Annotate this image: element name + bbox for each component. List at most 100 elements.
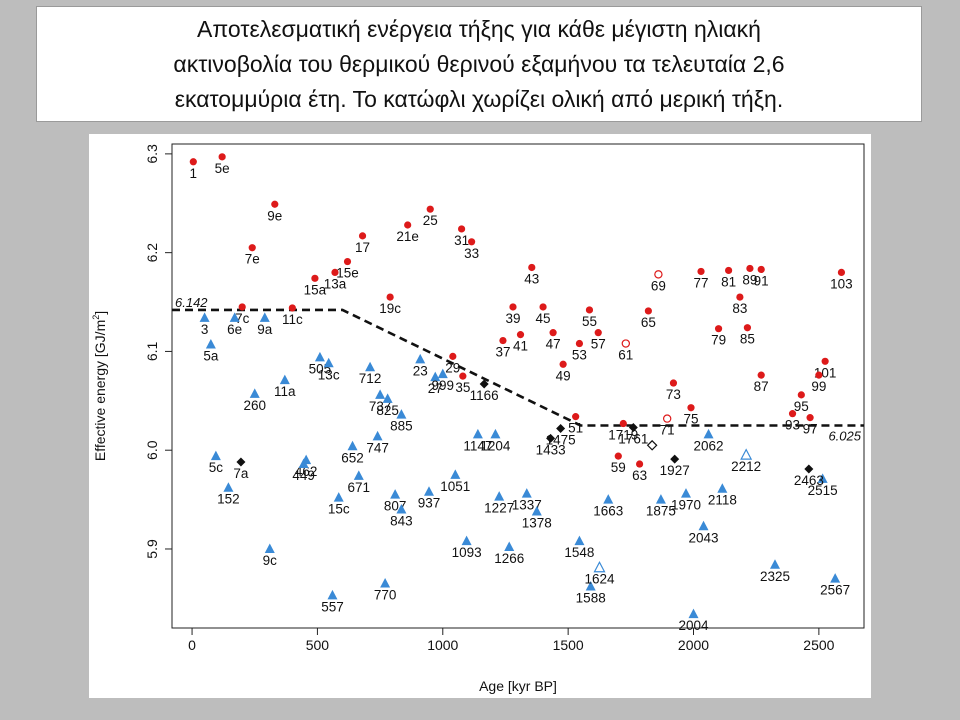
point-label: 37 <box>495 345 510 360</box>
marker-circle <box>806 414 814 422</box>
y-tick-label: 6.3 <box>144 144 160 164</box>
point-label: 97 <box>803 422 818 437</box>
point-label: 2043 <box>689 530 719 545</box>
point-label: 2325 <box>760 569 790 584</box>
y-axis-title-end: ] <box>92 311 108 315</box>
caption-line-1: Αποτελεσματική ενέργεια τήξης για κάθε μ… <box>197 16 761 42</box>
point-label: 712 <box>359 371 382 386</box>
marker-triangle <box>423 486 434 496</box>
marker-circle <box>358 232 367 240</box>
point-label: 1227 <box>484 501 514 516</box>
marker-triangle <box>415 353 426 364</box>
x-tick-label: 2000 <box>678 637 709 653</box>
point-label: 57 <box>591 337 606 352</box>
marker-circle <box>619 419 627 428</box>
threshold-label-left: 6.142 <box>175 295 208 310</box>
marker-circle <box>669 379 678 387</box>
marker-circle <box>575 339 584 348</box>
marker-circle <box>271 200 279 208</box>
marker-circle <box>714 325 723 333</box>
marker-circle <box>426 205 434 213</box>
point-label: 5e <box>215 161 230 176</box>
caption-line-2: ακτινοβολία του θερμικού θερινού εξαμήνο… <box>173 51 785 77</box>
point-label: 3 <box>201 322 209 337</box>
point-label: 53 <box>572 348 587 363</box>
point-label: 885 <box>390 419 413 434</box>
y-tick-label: 6.2 <box>144 243 160 263</box>
point-label: 103 <box>830 276 853 291</box>
marker-triangle <box>333 492 344 502</box>
x-tick-label: 1500 <box>553 637 584 653</box>
marker-triangle <box>199 312 210 322</box>
marker-circle <box>509 303 517 311</box>
marker-diamond <box>628 422 638 432</box>
marker-circle <box>644 307 652 315</box>
point-label: 9e <box>267 208 282 223</box>
marker-triangle <box>490 428 501 439</box>
marker-circle <box>468 238 476 246</box>
point-label: 2062 <box>694 438 724 453</box>
point-label: 95 <box>794 399 809 414</box>
point-label: 81 <box>721 274 736 289</box>
point-label: 5c <box>209 460 224 475</box>
marker-triangle <box>574 535 585 546</box>
point-label: 1761 <box>618 431 648 446</box>
point-label: 5a <box>203 349 219 364</box>
point-label: 27 <box>428 381 443 396</box>
point-label: 1719 <box>608 428 638 443</box>
marker-circle <box>559 360 567 368</box>
marker-circle <box>797 391 805 399</box>
marker-triangle <box>717 483 728 493</box>
marker-circle <box>746 264 754 273</box>
point-label: 41 <box>513 339 528 354</box>
marker-diamond <box>670 454 680 464</box>
point-label: 557 <box>321 599 344 614</box>
point-label: 21e <box>396 229 419 244</box>
point-label: 17 <box>355 240 370 255</box>
point-label: 2118 <box>708 493 737 508</box>
marker-circle <box>757 265 765 274</box>
caption-line-3: εκατομμύρια έτη. Το κατώφλι χωρίζει ολικ… <box>174 86 784 112</box>
threshold-label-right: 6.025 <box>828 429 861 444</box>
marker-circle <box>189 158 197 166</box>
marker-triangle <box>210 450 221 461</box>
marker-triangle <box>494 491 505 501</box>
marker-circle <box>594 329 602 337</box>
point-label: 1875 <box>646 504 676 519</box>
marker-circle <box>725 266 733 275</box>
marker-circle <box>404 221 412 229</box>
marker-triangle <box>688 608 699 619</box>
scatter-chart: 5.9 6.0 6.1 6.2 6.3 0 500 1000 1500 2000 2500 6.1… <box>91 143 865 694</box>
point-label: 47 <box>546 337 561 352</box>
marker-triangle <box>504 541 515 552</box>
marker-circle <box>757 371 765 379</box>
point-label: 65 <box>641 315 656 330</box>
point-label: 35 <box>455 380 470 395</box>
point-label: 11a <box>274 384 296 399</box>
marker-circle <box>459 372 467 380</box>
marker-diamond <box>546 433 556 443</box>
point-label: 2463 <box>794 473 824 488</box>
point-label: 1548 <box>564 545 594 560</box>
point-label: 87 <box>754 379 769 394</box>
point-label: 2567 <box>820 583 850 598</box>
marker-circle <box>549 329 557 337</box>
marker-triangle <box>205 339 216 349</box>
marker-triangle <box>380 578 391 588</box>
point-label: 747 <box>366 440 389 455</box>
point-label: 1 <box>190 166 198 181</box>
marker-triangle <box>461 535 472 546</box>
x-tick-label: 1000 <box>427 637 458 653</box>
marker-circle <box>248 244 256 252</box>
marker-triangle <box>372 430 383 441</box>
marker-circle <box>662 414 672 423</box>
point-label: 77 <box>694 275 709 290</box>
point-label: 1147 <box>463 438 492 453</box>
point-label: 1166 <box>470 388 499 403</box>
marker-circle <box>288 304 296 312</box>
point-label: 1266 <box>494 551 524 566</box>
marker-circle <box>386 293 394 301</box>
marker-circle <box>499 336 507 345</box>
point-label: 2212 <box>731 459 761 474</box>
marker-triangle <box>314 351 325 362</box>
